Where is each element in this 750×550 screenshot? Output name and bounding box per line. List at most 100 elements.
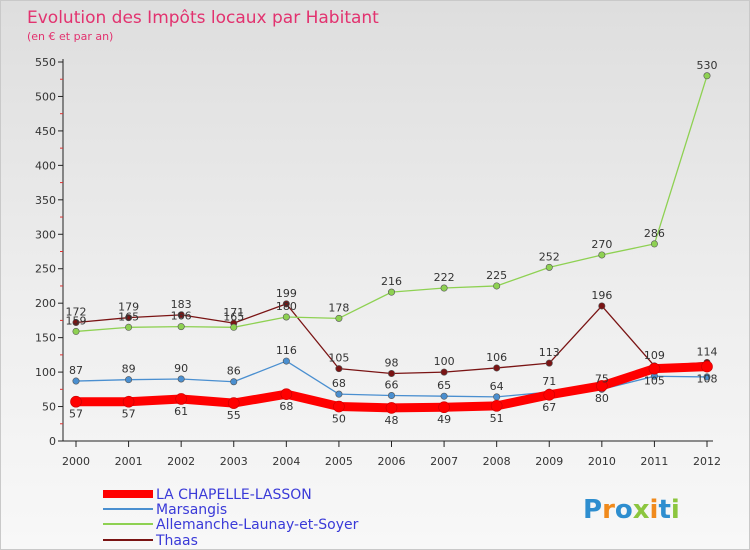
data-point: [387, 392, 395, 400]
data-point: [230, 323, 238, 331]
data-point: [72, 377, 80, 385]
data-point: [598, 302, 606, 310]
series-layer: [70, 72, 713, 414]
data-label: 114: [697, 345, 718, 358]
data-label: 86: [227, 365, 241, 378]
data-point: [177, 375, 185, 383]
data-label: 113: [539, 346, 560, 359]
legend-label: Thaas: [155, 533, 198, 549]
data-label: 98: [385, 356, 399, 369]
data-label: 270: [591, 238, 612, 251]
data-label: 252: [539, 250, 560, 263]
data-label: 165: [118, 310, 139, 323]
data-label: 90: [174, 362, 188, 375]
data-label: 65: [437, 379, 451, 392]
data-label: 105: [644, 375, 665, 388]
y-tick-label: 450: [35, 125, 56, 138]
data-point: [282, 313, 290, 321]
data-label: 179: [118, 301, 139, 314]
data-label: 57: [122, 408, 136, 421]
data-point: [648, 362, 661, 375]
data-label: 172: [66, 305, 87, 318]
data-point: [230, 378, 238, 386]
x-tick-label: 2001: [115, 455, 143, 468]
x-tick-label: 2011: [640, 455, 668, 468]
logo-letter: i: [671, 495, 680, 525]
logo-letter: t: [658, 495, 670, 525]
data-point: [440, 368, 448, 376]
data-label: 55: [227, 409, 241, 422]
data-label: 222: [434, 271, 455, 284]
logo-letter: o: [615, 495, 633, 525]
data-label: 64: [490, 380, 504, 393]
data-point: [385, 402, 398, 414]
data-label: 116: [276, 344, 297, 357]
data-point: [490, 400, 503, 412]
y-tick-label: 350: [35, 194, 56, 207]
data-point: [596, 380, 608, 392]
y-tick-label: 400: [35, 159, 56, 172]
data-point: [701, 360, 713, 373]
logo-letter: r: [602, 495, 615, 525]
data-label: 196: [591, 289, 612, 302]
data-label: 180: [276, 300, 297, 313]
y-tick-label: 100: [35, 366, 56, 379]
logo-letter: P: [583, 495, 602, 525]
data-labels: 57 57 61 55 68 50 48 49 51 67 80 105 108 87 89 90 86 116 6…: [66, 59, 718, 427]
data-label: 61: [174, 405, 188, 418]
legend-label: LA CHAPELLE-LASSON: [156, 487, 312, 503]
data-label: 199: [276, 287, 297, 300]
x-tick-label: 2009: [535, 455, 563, 468]
data-point: [227, 397, 240, 409]
data-point: [282, 357, 290, 365]
data-label: 68: [332, 377, 346, 390]
data-point: [703, 72, 711, 80]
x-tick-label: 2012: [693, 455, 721, 468]
x-tick-label: 2002: [167, 455, 195, 468]
data-point: [335, 314, 343, 322]
logo-letter: x: [633, 495, 650, 525]
data-point: [493, 282, 501, 290]
data-label: 178: [328, 301, 349, 314]
data-point: [70, 395, 82, 408]
data-point: [650, 240, 658, 248]
data-point: [177, 311, 185, 319]
data-label: 87: [69, 364, 83, 377]
data-label: 89: [122, 363, 136, 376]
x-tick-label: 2005: [325, 455, 353, 468]
data-point: [122, 395, 135, 408]
legend-label: Marsangis: [156, 502, 227, 518]
data-point: [493, 393, 501, 401]
data-point: [177, 323, 185, 331]
x-tick-label: 2008: [483, 455, 511, 468]
y-tick-label: 300: [35, 228, 56, 241]
data-point: [598, 251, 606, 259]
x-tick-label: 2004: [272, 455, 300, 468]
data-point: [440, 392, 448, 400]
data-point: [438, 401, 450, 414]
data-point: [125, 314, 133, 322]
data-point: [125, 376, 133, 384]
data-label: 68: [279, 400, 293, 413]
y-tick-label: 550: [35, 56, 56, 69]
data-label: 71: [542, 375, 556, 388]
data-point: [493, 364, 501, 372]
data-point: [440, 284, 448, 292]
proxiti-logo: Proxiti: [583, 495, 680, 525]
data-label: 171: [223, 306, 244, 319]
data-point: [335, 390, 343, 398]
logo-letter: i: [650, 495, 659, 525]
data-point: [175, 393, 187, 405]
legend: LA CHAPELLE-LASSONMarsangisAllemanche-La…: [103, 487, 359, 549]
data-label: 49: [437, 413, 451, 426]
data-label: 159: [66, 314, 87, 327]
chart-subtitle: (en € et par an): [27, 30, 113, 43]
x-tick-label: 2000: [62, 455, 90, 468]
data-label: 100: [434, 355, 455, 368]
data-label: 106: [486, 351, 507, 364]
data-point: [545, 359, 553, 367]
x-tick-label: 2006: [378, 455, 406, 468]
